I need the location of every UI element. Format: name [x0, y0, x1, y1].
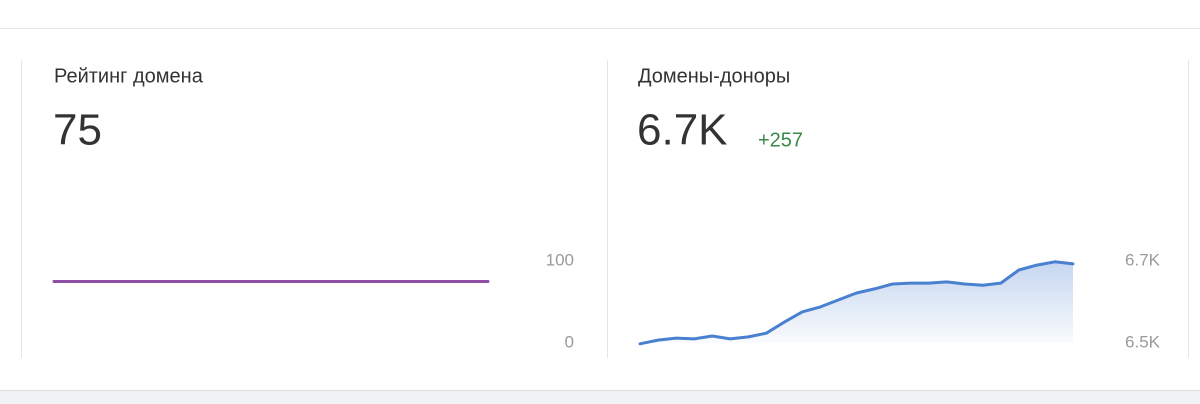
- card-value: 6.7K: [637, 106, 728, 155]
- card-title: Рейтинг домена: [54, 65, 204, 87]
- y-tick-label: 6.5K: [1125, 332, 1161, 351]
- bottom-band: [0, 390, 1200, 404]
- card-delta: +257: [758, 129, 803, 151]
- line-series: [638, 260, 1075, 346]
- y-tick-label: 100: [546, 250, 574, 269]
- top-strip: [0, 0, 1200, 28]
- y-tick-label: 0: [565, 332, 574, 351]
- card-title: Домены-доноры: [638, 65, 790, 87]
- area-fill: [640, 261, 1073, 344]
- card-value: 75: [53, 106, 102, 155]
- y-tick-label: 6.7K: [1125, 250, 1161, 269]
